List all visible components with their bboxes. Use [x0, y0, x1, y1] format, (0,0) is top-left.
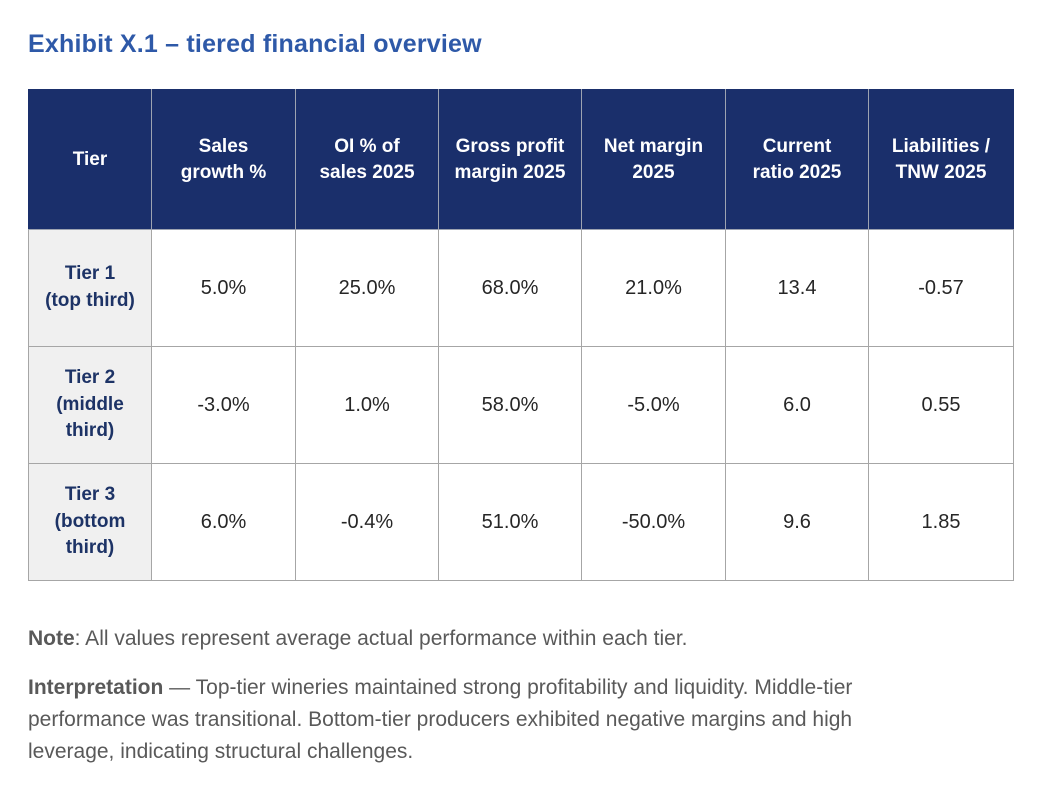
column-header-tier: Tier	[28, 89, 152, 230]
note-label: Note	[28, 627, 75, 650]
tier-2-label: Tier 2 (middle third)	[56, 367, 124, 442]
page-title: Exhibit X.1 – tiered financial overview	[28, 30, 482, 58]
cell-tier3-oi-pct-of-sales: -0.4%	[295, 463, 439, 581]
column-header-sales-growth: Sales growth %	[151, 89, 296, 230]
cell-tier3-sales-growth: 6.0%	[151, 463, 296, 581]
cell-tier1-current-ratio: 13.4	[725, 229, 869, 347]
cell-tier2-current-ratio: 6.0	[725, 346, 869, 464]
tiered-financial-table: Tier Sales growth % OI % of sales 2025 G…	[28, 89, 1014, 581]
cell-tier3-net-margin: -50.0%	[581, 463, 726, 581]
cell-tier1-net-margin: 21.0%	[581, 229, 726, 347]
cell-tier3-current-ratio: 9.6	[725, 463, 869, 581]
cell-tier1-sales-growth: 5.0%	[151, 229, 296, 347]
cell-tier2-liabilities-tnw: 0.55	[868, 346, 1014, 464]
table-row-tier-2: Tier 2 (middle third) -3.0% 1.0% 58.0% -…	[28, 346, 1014, 464]
cell-tier2-net-margin: -5.0%	[581, 346, 726, 464]
interpretation-paragraph: Interpretation — Top-tier wineries maint…	[28, 672, 940, 768]
interpretation-text: — Top-tier wineries maintained strong pr…	[28, 676, 853, 763]
cell-tier1-oi-pct-of-sales: 25.0%	[295, 229, 439, 347]
tier-3-label: Tier 3 (bottom third)	[54, 484, 126, 559]
row-header-tier-2: Tier 2 (middle third)	[28, 346, 152, 464]
cell-tier3-gross-profit-margin: 51.0%	[438, 463, 582, 581]
column-header-current-ratio: Current ratio 2025	[725, 89, 869, 230]
cell-tier1-liabilities-tnw: -0.57	[868, 229, 1014, 347]
column-header-net-margin: Net margin 2025	[581, 89, 726, 230]
cell-tier1-gross-profit-margin: 68.0%	[438, 229, 582, 347]
column-header-liabilities-tnw: Liabilities / TNW 2025	[868, 89, 1014, 230]
interpretation-label: Interpretation	[28, 676, 164, 699]
column-header-gross-profit-margin: Gross profit margin 2025	[438, 89, 582, 230]
table-row-tier-3: Tier 3 (bottom third) 6.0% -0.4% 51.0% -…	[28, 463, 1014, 581]
cell-tier2-sales-growth: -3.0%	[151, 346, 296, 464]
tier-1-label: Tier 1 (top third)	[45, 263, 135, 311]
column-header-oi-pct-of-sales: OI % of sales 2025	[295, 89, 439, 230]
note-paragraph: Note: All values represent average actua…	[28, 623, 988, 655]
row-header-tier-1: Tier 1 (top third)	[28, 229, 152, 347]
table-header-row: Tier Sales growth % OI % of sales 2025 G…	[28, 89, 1014, 230]
note-text: : All values represent average actual pe…	[74, 627, 688, 650]
table-row-tier-1: Tier 1 (top third) 5.0% 25.0% 68.0% 21.0…	[28, 229, 1014, 347]
cell-tier2-oi-pct-of-sales: 1.0%	[295, 346, 439, 464]
row-header-tier-3: Tier 3 (bottom third)	[28, 463, 152, 581]
cell-tier3-liabilities-tnw: 1.85	[868, 463, 1014, 581]
cell-tier2-gross-profit-margin: 58.0%	[438, 346, 582, 464]
